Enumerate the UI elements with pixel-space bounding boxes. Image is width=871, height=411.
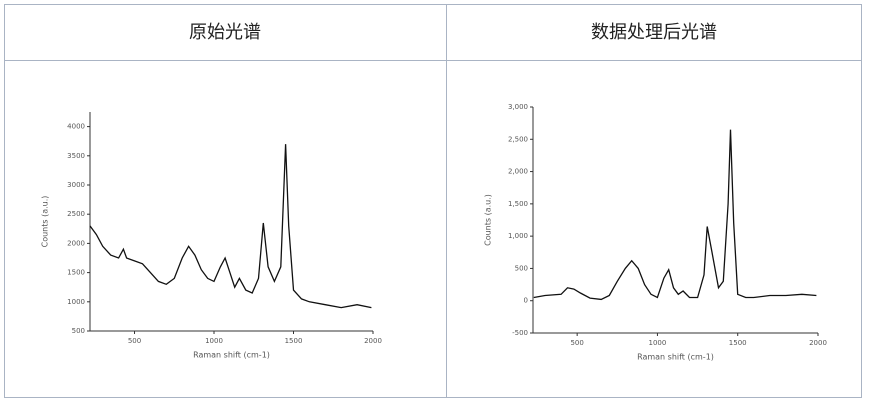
- spectrum-line: [533, 129, 817, 301]
- y-tick-label: 2,000: [508, 168, 528, 176]
- y-tick-label: 500: [515, 264, 528, 272]
- y-tick-label: 3000: [67, 181, 85, 189]
- y-tick-label: 0: [524, 297, 528, 305]
- y-tick-label: -500: [512, 329, 528, 337]
- y-tick-label: 2000: [67, 239, 85, 247]
- header-cell: 原始光谱: [189, 22, 261, 43]
- y-tick-label: 3500: [67, 152, 85, 160]
- x-tick-label: 500: [570, 339, 583, 347]
- x-tick-label: 1500: [285, 337, 303, 345]
- y-axis-label: Counts (a.u.): [484, 194, 493, 246]
- y-tick-label: 2500: [67, 210, 85, 218]
- x-axis-label: Raman shift (cm-1): [193, 351, 270, 360]
- x-axis-label: Raman shift (cm-1): [637, 353, 714, 362]
- x-tick-label: 1500: [729, 339, 747, 347]
- x-tick-label: 1000: [649, 339, 667, 347]
- y-tick-label: 1000: [67, 298, 85, 306]
- y-tick-label: 500: [72, 327, 85, 335]
- y-axis-label: Counts (a.u.): [41, 196, 50, 248]
- x-tick-label: 2000: [809, 339, 827, 347]
- header-cell: 数据处理后光谱: [591, 22, 717, 43]
- y-tick-label: 1,500: [508, 200, 528, 208]
- x-tick-label: 2000: [364, 337, 382, 345]
- spectrum-line: [89, 144, 372, 309]
- y-tick-label: 3,000: [508, 103, 528, 111]
- table-border: [4, 4, 862, 398]
- y-tick-label: 4000: [67, 123, 85, 131]
- y-tick-label: 2,500: [508, 135, 528, 143]
- y-tick-label: 1500: [67, 269, 85, 277]
- x-tick-label: 1000: [205, 337, 223, 345]
- y-tick-label: 1,000: [508, 232, 528, 240]
- x-tick-label: 500: [128, 337, 141, 345]
